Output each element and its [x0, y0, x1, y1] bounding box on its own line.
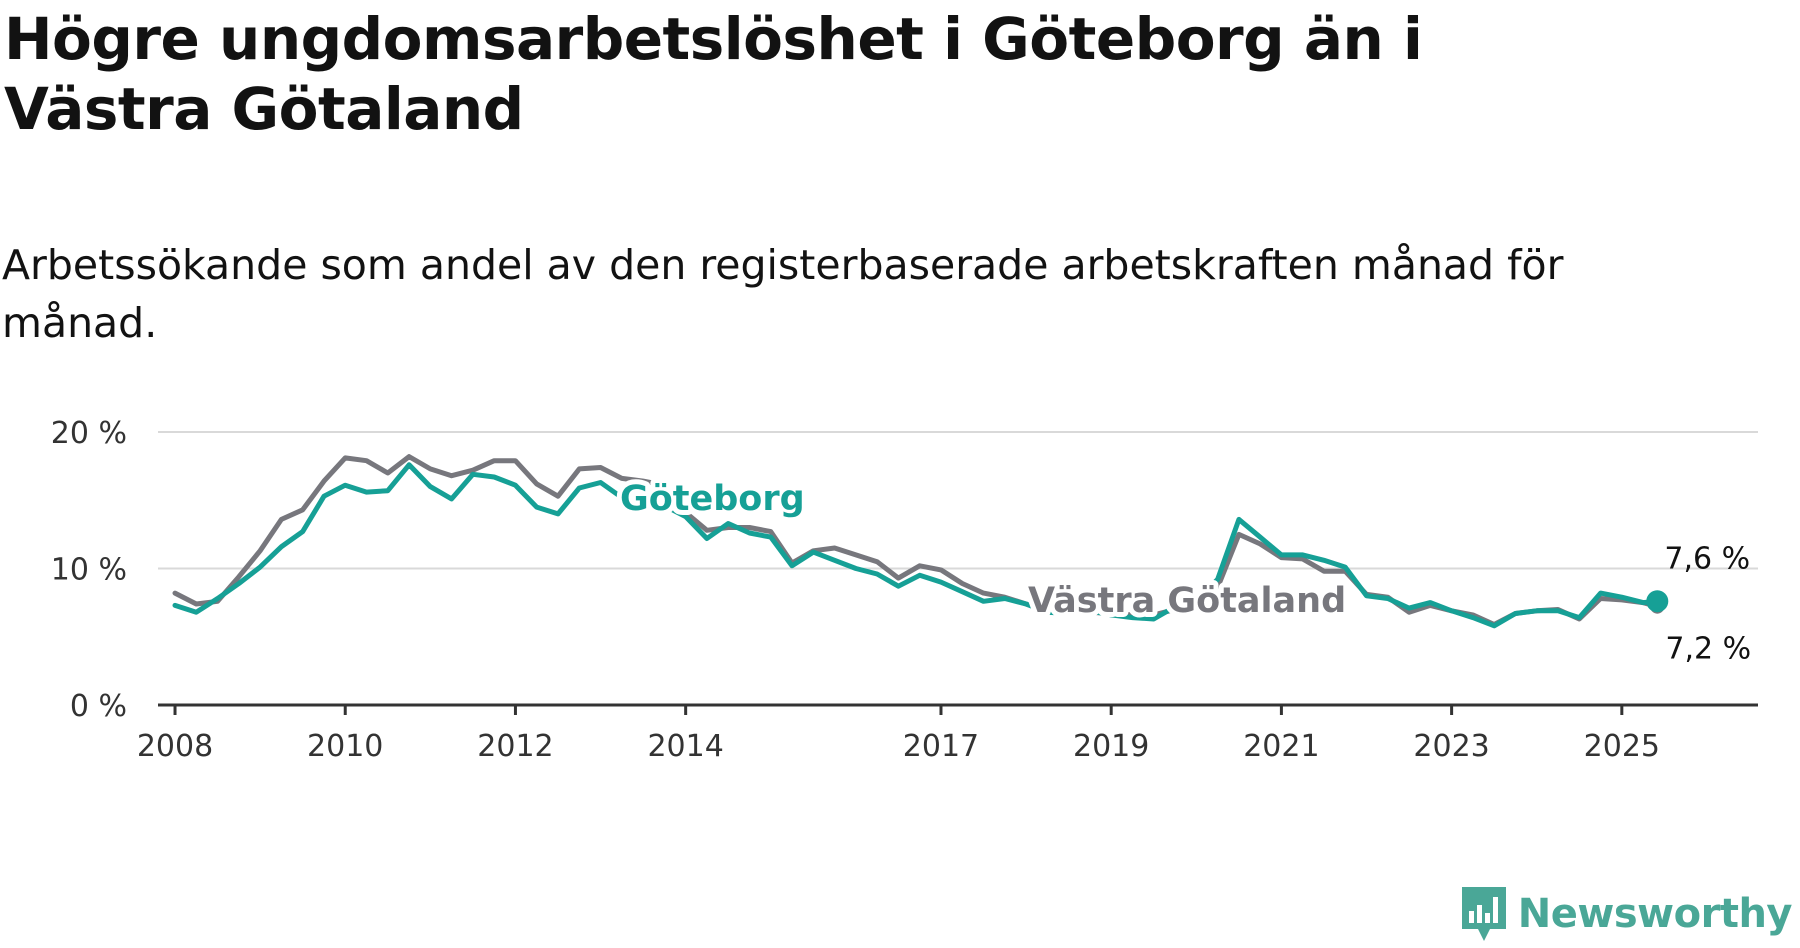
x-tick-label: 2014	[647, 729, 723, 764]
series-label-goteborg: Göteborg	[620, 479, 805, 519]
x-tick-label: 2021	[1243, 729, 1319, 764]
x-tick-label: 2008	[137, 729, 213, 764]
gridlines	[158, 431, 1758, 707]
x-axis-ticks: 2008 2010 2012 2014 2017 2019 2021 2023 2025	[137, 705, 1660, 764]
newsworthy-logo-icon	[1461, 887, 1506, 941]
x-tick-label: 2010	[307, 729, 383, 764]
y-tick-label: 0 %	[70, 689, 127, 724]
end-point-goteborg	[1646, 590, 1669, 613]
brand-name: Newsworthy	[1517, 891, 1793, 937]
series-label-vastra-gotaland-halo: Västra Götaland	[1028, 581, 1346, 621]
x-tick-label: 2017	[903, 729, 979, 764]
end-label-vastra-gotaland: 7,2 %	[1665, 632, 1751, 667]
x-tick-label: 2012	[477, 729, 553, 764]
y-tick-label: 10 %	[51, 553, 127, 588]
y-axis-ticks: 0 % 10 % 20 %	[51, 416, 127, 724]
chart-subtitle: Arbetssökande som andel av den registerb…	[2, 241, 1564, 347]
x-tick-label: 2025	[1584, 729, 1660, 764]
end-label-goteborg: 7,6 %	[1664, 541, 1750, 576]
series-lines	[172, 454, 1669, 629]
series-label-vastra-gotaland: Västra Götaland	[1028, 581, 1346, 621]
series-line-goteborg	[172, 462, 1660, 629]
line-chart: 0 % 10 % 20 % 2008 2010 2012 2014 2017 2019 2021…	[51, 416, 1758, 764]
x-tick-label: 2019	[1073, 729, 1149, 764]
newsworthy-logo: Newsworthy	[1460, 885, 1793, 943]
series-label-goteborg-halo: Göteborg	[620, 479, 805, 519]
y-tick-label: 20 %	[51, 416, 127, 451]
x-tick-label: 2023	[1413, 729, 1489, 764]
series-line-vastra-gotaland	[172, 454, 1660, 627]
chart-title: Högre ungdomsarbetslöshet i Göteborg än …	[4, 5, 1423, 143]
